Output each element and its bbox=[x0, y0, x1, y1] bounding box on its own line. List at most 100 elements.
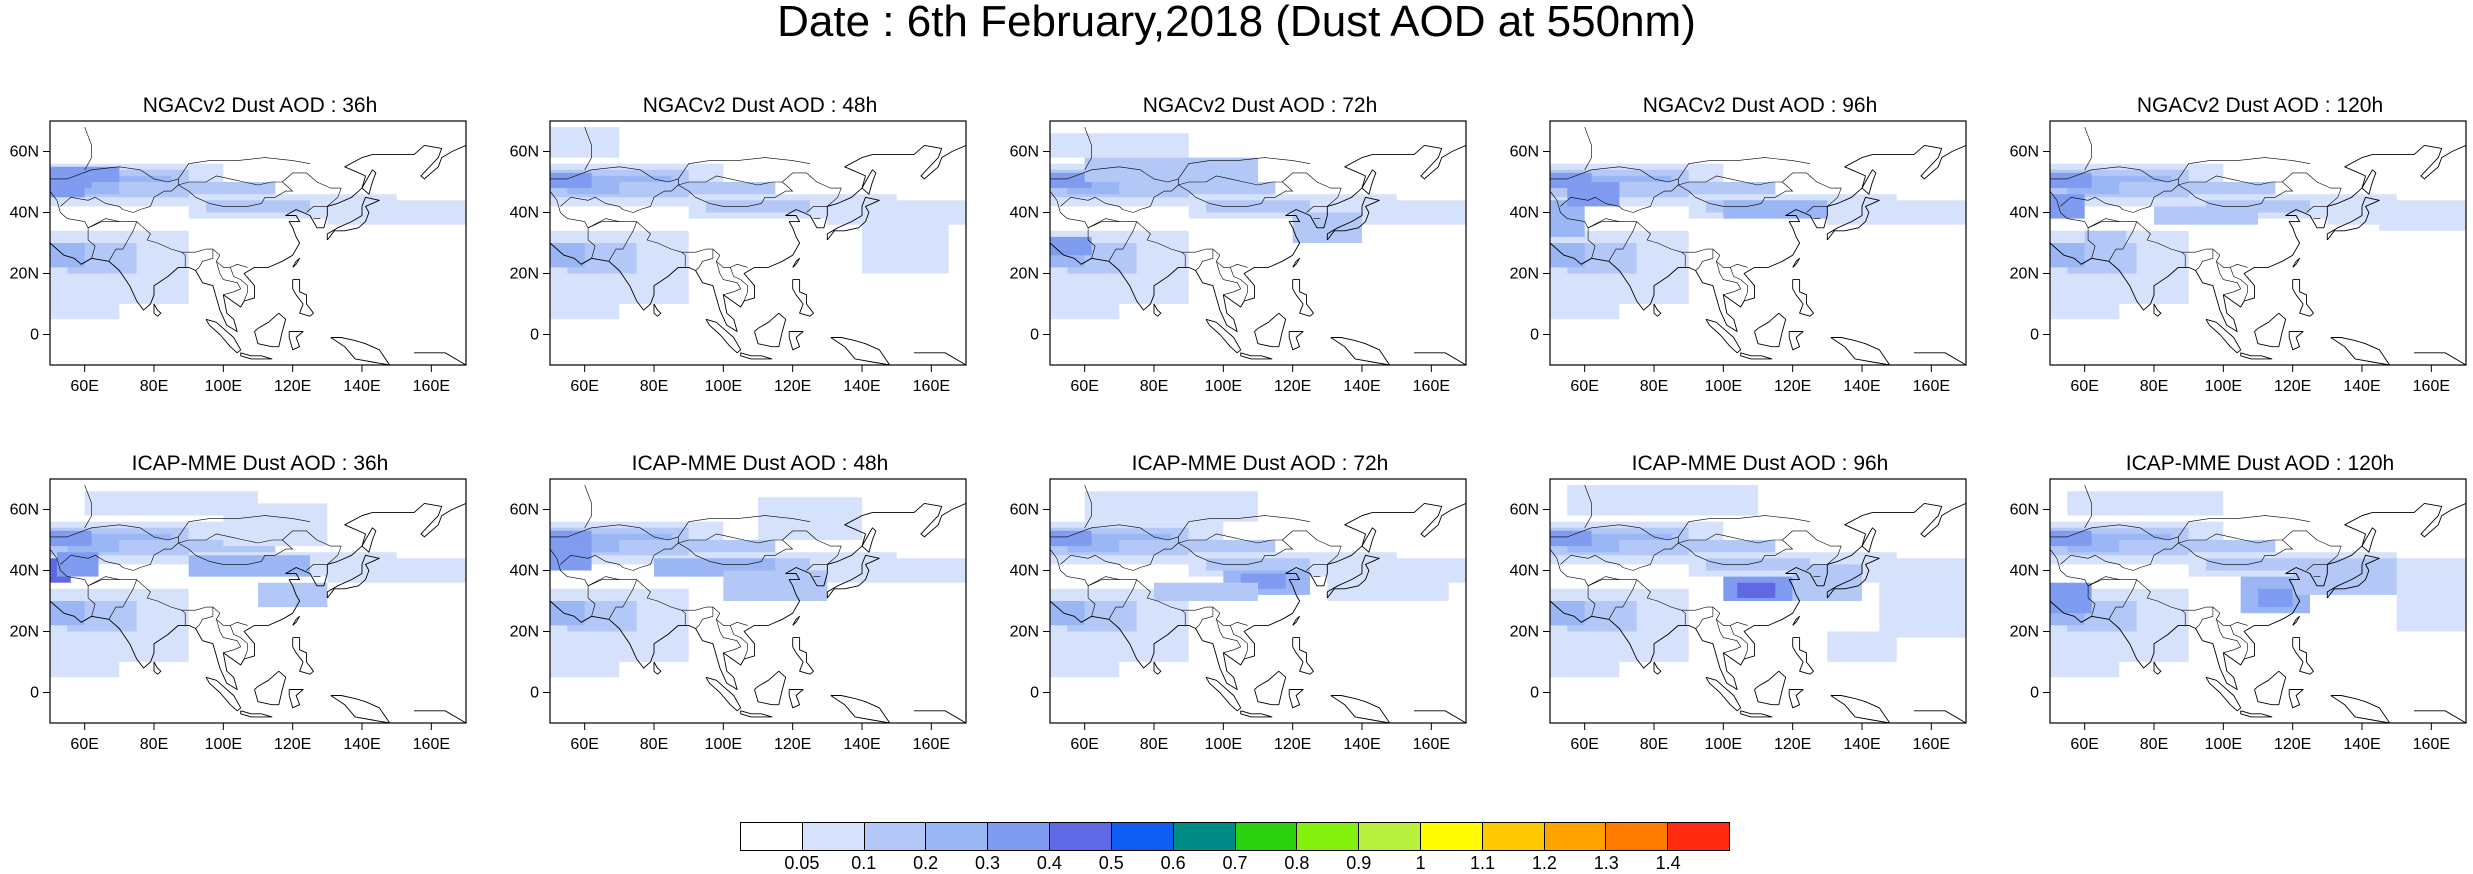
coastline bbox=[1288, 331, 1304, 351]
coastline bbox=[50, 502, 466, 690]
coastline bbox=[861, 527, 877, 553]
map-panel: NGACv2 Dust AOD : 72h 60E 80E 100E 120E 140E 1… bbox=[1010, 93, 1470, 413]
country-border bbox=[2087, 218, 2214, 271]
country-border bbox=[584, 126, 592, 170]
map-frame bbox=[1549, 478, 1967, 724]
country-border bbox=[681, 251, 686, 268]
colorbar-box bbox=[1420, 823, 1483, 850]
coastline bbox=[1788, 331, 1804, 351]
coastline bbox=[1367, 364, 1376, 365]
y-tick-label: 0 bbox=[2030, 327, 2039, 344]
x-tick-label: 60E bbox=[1070, 378, 1098, 395]
coastline bbox=[326, 196, 380, 241]
panel-title: NGACv2 Dust AOD : 72h bbox=[1142, 94, 1378, 117]
country-border bbox=[550, 190, 596, 259]
country-border bbox=[2181, 251, 2186, 268]
dust-aod-cell bbox=[1550, 530, 1592, 547]
coastline bbox=[1867, 364, 1876, 365]
coastline bbox=[1330, 337, 1391, 365]
map-panel: ICAP-MME Dust AOD : 120h 60E 80E 100E 120E 14… bbox=[2010, 451, 2470, 771]
x-tick-label: 60E bbox=[2070, 736, 2098, 753]
coastline bbox=[1792, 615, 1801, 626]
country-border bbox=[2108, 221, 2137, 262]
y-tick-label: 20N bbox=[1510, 266, 1539, 283]
coastline bbox=[1326, 196, 1380, 241]
panel-title: NGACv2 Dust AOD : 48h bbox=[642, 94, 878, 117]
coastline bbox=[1740, 710, 1773, 718]
coastline bbox=[1361, 169, 1377, 195]
coastline bbox=[292, 279, 314, 317]
coastline bbox=[1292, 279, 1314, 317]
coastline bbox=[288, 689, 304, 709]
map-frame bbox=[2049, 120, 2467, 366]
y-tick-label: 40N bbox=[510, 563, 539, 580]
dust-aod-cell bbox=[1050, 279, 1120, 320]
panel-title: ICAP-MME Dust AOD : 120h bbox=[2125, 452, 2395, 475]
country-border bbox=[1087, 218, 1214, 271]
coastline bbox=[2153, 661, 2162, 675]
y-tick-label: 60N bbox=[10, 502, 39, 519]
colorbar-label: 0.7 bbox=[1222, 853, 1248, 873]
country-border bbox=[1087, 579, 1120, 587]
x-tick-label: 100E bbox=[205, 736, 242, 753]
coastline bbox=[1754, 312, 1787, 348]
country-border bbox=[108, 221, 137, 262]
country-border bbox=[2212, 248, 2248, 268]
dust-aod-cell bbox=[550, 530, 592, 547]
x-tick-label: 140E bbox=[843, 378, 880, 395]
x-tick-label: 60E bbox=[570, 378, 598, 395]
dust-aod-cell bbox=[1084, 157, 1258, 182]
dust-aod-cell bbox=[50, 601, 85, 626]
coastline bbox=[2254, 670, 2287, 706]
dust-aod-cell bbox=[1550, 279, 1620, 320]
y-tick-label: 20N bbox=[2010, 624, 2039, 641]
y-tick-label: 40N bbox=[1010, 205, 1039, 222]
coastline bbox=[705, 676, 742, 712]
country-border bbox=[587, 221, 620, 229]
country-border bbox=[2087, 579, 2120, 587]
dust-aod-cell bbox=[1706, 558, 1810, 571]
coastline bbox=[1792, 279, 1814, 317]
colorbar-box bbox=[802, 823, 865, 850]
country-border bbox=[50, 548, 96, 617]
coastline bbox=[1867, 722, 1876, 723]
country-border bbox=[1678, 157, 1811, 180]
country-border bbox=[2050, 190, 2096, 259]
country-border bbox=[1712, 606, 1748, 626]
x-tick-label: 80E bbox=[640, 736, 668, 753]
country-border bbox=[2087, 221, 2120, 229]
coastline bbox=[754, 670, 787, 706]
country-border bbox=[1716, 619, 1741, 654]
country-border bbox=[1050, 190, 1096, 259]
panel-title: NGACv2 Dust AOD : 96h bbox=[1642, 94, 1878, 117]
country-border bbox=[1230, 625, 1248, 660]
coastline bbox=[826, 554, 880, 599]
country-border bbox=[50, 524, 179, 571]
coastline bbox=[1653, 661, 1662, 675]
coastline bbox=[792, 257, 801, 268]
country-border bbox=[608, 221, 637, 262]
dust-aod-cell bbox=[1550, 243, 1585, 268]
coastline bbox=[740, 710, 773, 718]
dust-aod-cell bbox=[1827, 200, 1966, 225]
coastline bbox=[1205, 318, 1242, 354]
coastline bbox=[2292, 615, 2301, 626]
coastline bbox=[1414, 352, 1466, 365]
country-border bbox=[1730, 267, 1748, 302]
panel-title: ICAP-MME Dust AOD : 72h bbox=[1131, 452, 1389, 475]
country-border bbox=[608, 579, 637, 620]
y-tick-label: 0 bbox=[30, 685, 39, 702]
dust-aod-cell bbox=[2379, 206, 2466, 231]
coastline bbox=[1153, 303, 1162, 317]
x-tick-label: 80E bbox=[140, 378, 168, 395]
country-border bbox=[2108, 579, 2137, 620]
x-tick-label: 140E bbox=[1343, 736, 1380, 753]
dust-aod-cell bbox=[2119, 182, 2276, 198]
map-frame bbox=[1549, 120, 1967, 366]
x-tick-label: 120E bbox=[2274, 736, 2311, 753]
dust-aod-cell bbox=[50, 637, 120, 678]
map-plot: 60E 80E 100E 120E 140E 160E 0 20N 40N 60N bbox=[10, 478, 467, 753]
country-border bbox=[550, 548, 596, 617]
country-border bbox=[1181, 609, 1186, 626]
dust-aod-cell bbox=[550, 601, 585, 626]
